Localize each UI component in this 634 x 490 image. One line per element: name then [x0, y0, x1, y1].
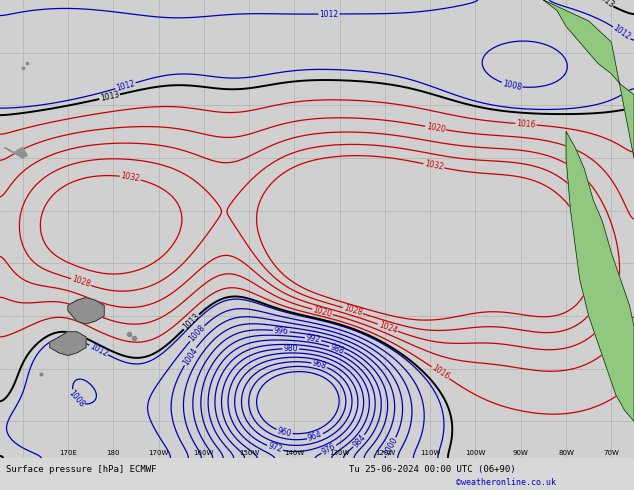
Text: 1028: 1028	[70, 275, 91, 290]
Text: Tu 25-06-2024 00:00 UTC (06+90): Tu 25-06-2024 00:00 UTC (06+90)	[349, 465, 515, 474]
Text: 1012: 1012	[115, 79, 136, 93]
Polygon shape	[566, 132, 634, 421]
Text: 1012: 1012	[611, 24, 632, 42]
Text: 1013: 1013	[181, 312, 202, 332]
Text: 1008: 1008	[67, 389, 86, 409]
Text: 968: 968	[311, 358, 328, 371]
Polygon shape	[543, 0, 634, 158]
Text: 1016: 1016	[516, 119, 536, 129]
Text: 110W: 110W	[420, 449, 441, 456]
Text: 1024: 1024	[377, 320, 398, 335]
Text: 1000: 1000	[382, 436, 399, 457]
Text: 1020: 1020	[425, 122, 446, 134]
Text: 160W: 160W	[193, 449, 214, 456]
Text: 1004: 1004	[181, 346, 199, 367]
Text: 150W: 150W	[239, 449, 259, 456]
Text: 1013: 1013	[100, 90, 120, 103]
Polygon shape	[68, 297, 104, 324]
Text: 140W: 140W	[284, 449, 304, 456]
Text: 1012: 1012	[320, 9, 339, 19]
Text: 100W: 100W	[465, 449, 486, 456]
Text: 980: 980	[283, 344, 298, 353]
Text: 984: 984	[351, 433, 367, 449]
Text: 1032: 1032	[120, 172, 141, 184]
Text: 960: 960	[276, 426, 293, 439]
Text: 170W: 170W	[148, 449, 169, 456]
Text: 972: 972	[267, 442, 283, 455]
Text: 976: 976	[320, 442, 337, 457]
Text: 70W: 70W	[604, 449, 619, 456]
Text: 1016: 1016	[430, 364, 451, 382]
Text: 120W: 120W	[375, 449, 395, 456]
Text: 1013: 1013	[595, 0, 616, 10]
Text: 996: 996	[273, 326, 289, 336]
Text: 1028: 1028	[342, 303, 363, 318]
Text: 1020: 1020	[312, 305, 333, 318]
Text: 1012: 1012	[88, 342, 109, 358]
Text: 1032: 1032	[424, 160, 444, 172]
Text: Surface pressure [hPa] ECMWF: Surface pressure [hPa] ECMWF	[6, 465, 157, 474]
Text: 130W: 130W	[330, 449, 350, 456]
Text: 1008: 1008	[187, 323, 207, 343]
Text: 180: 180	[107, 449, 120, 456]
Text: 170E: 170E	[59, 449, 77, 456]
Text: 992: 992	[305, 333, 321, 344]
Text: 90W: 90W	[513, 449, 529, 456]
Text: 1008: 1008	[501, 79, 522, 92]
Polygon shape	[50, 332, 86, 355]
Polygon shape	[4, 147, 27, 158]
Text: ©weatheronline.co.uk: ©weatheronline.co.uk	[456, 478, 557, 487]
Text: 964: 964	[307, 430, 323, 443]
Text: 80W: 80W	[558, 449, 574, 456]
Text: 988: 988	[328, 343, 345, 356]
